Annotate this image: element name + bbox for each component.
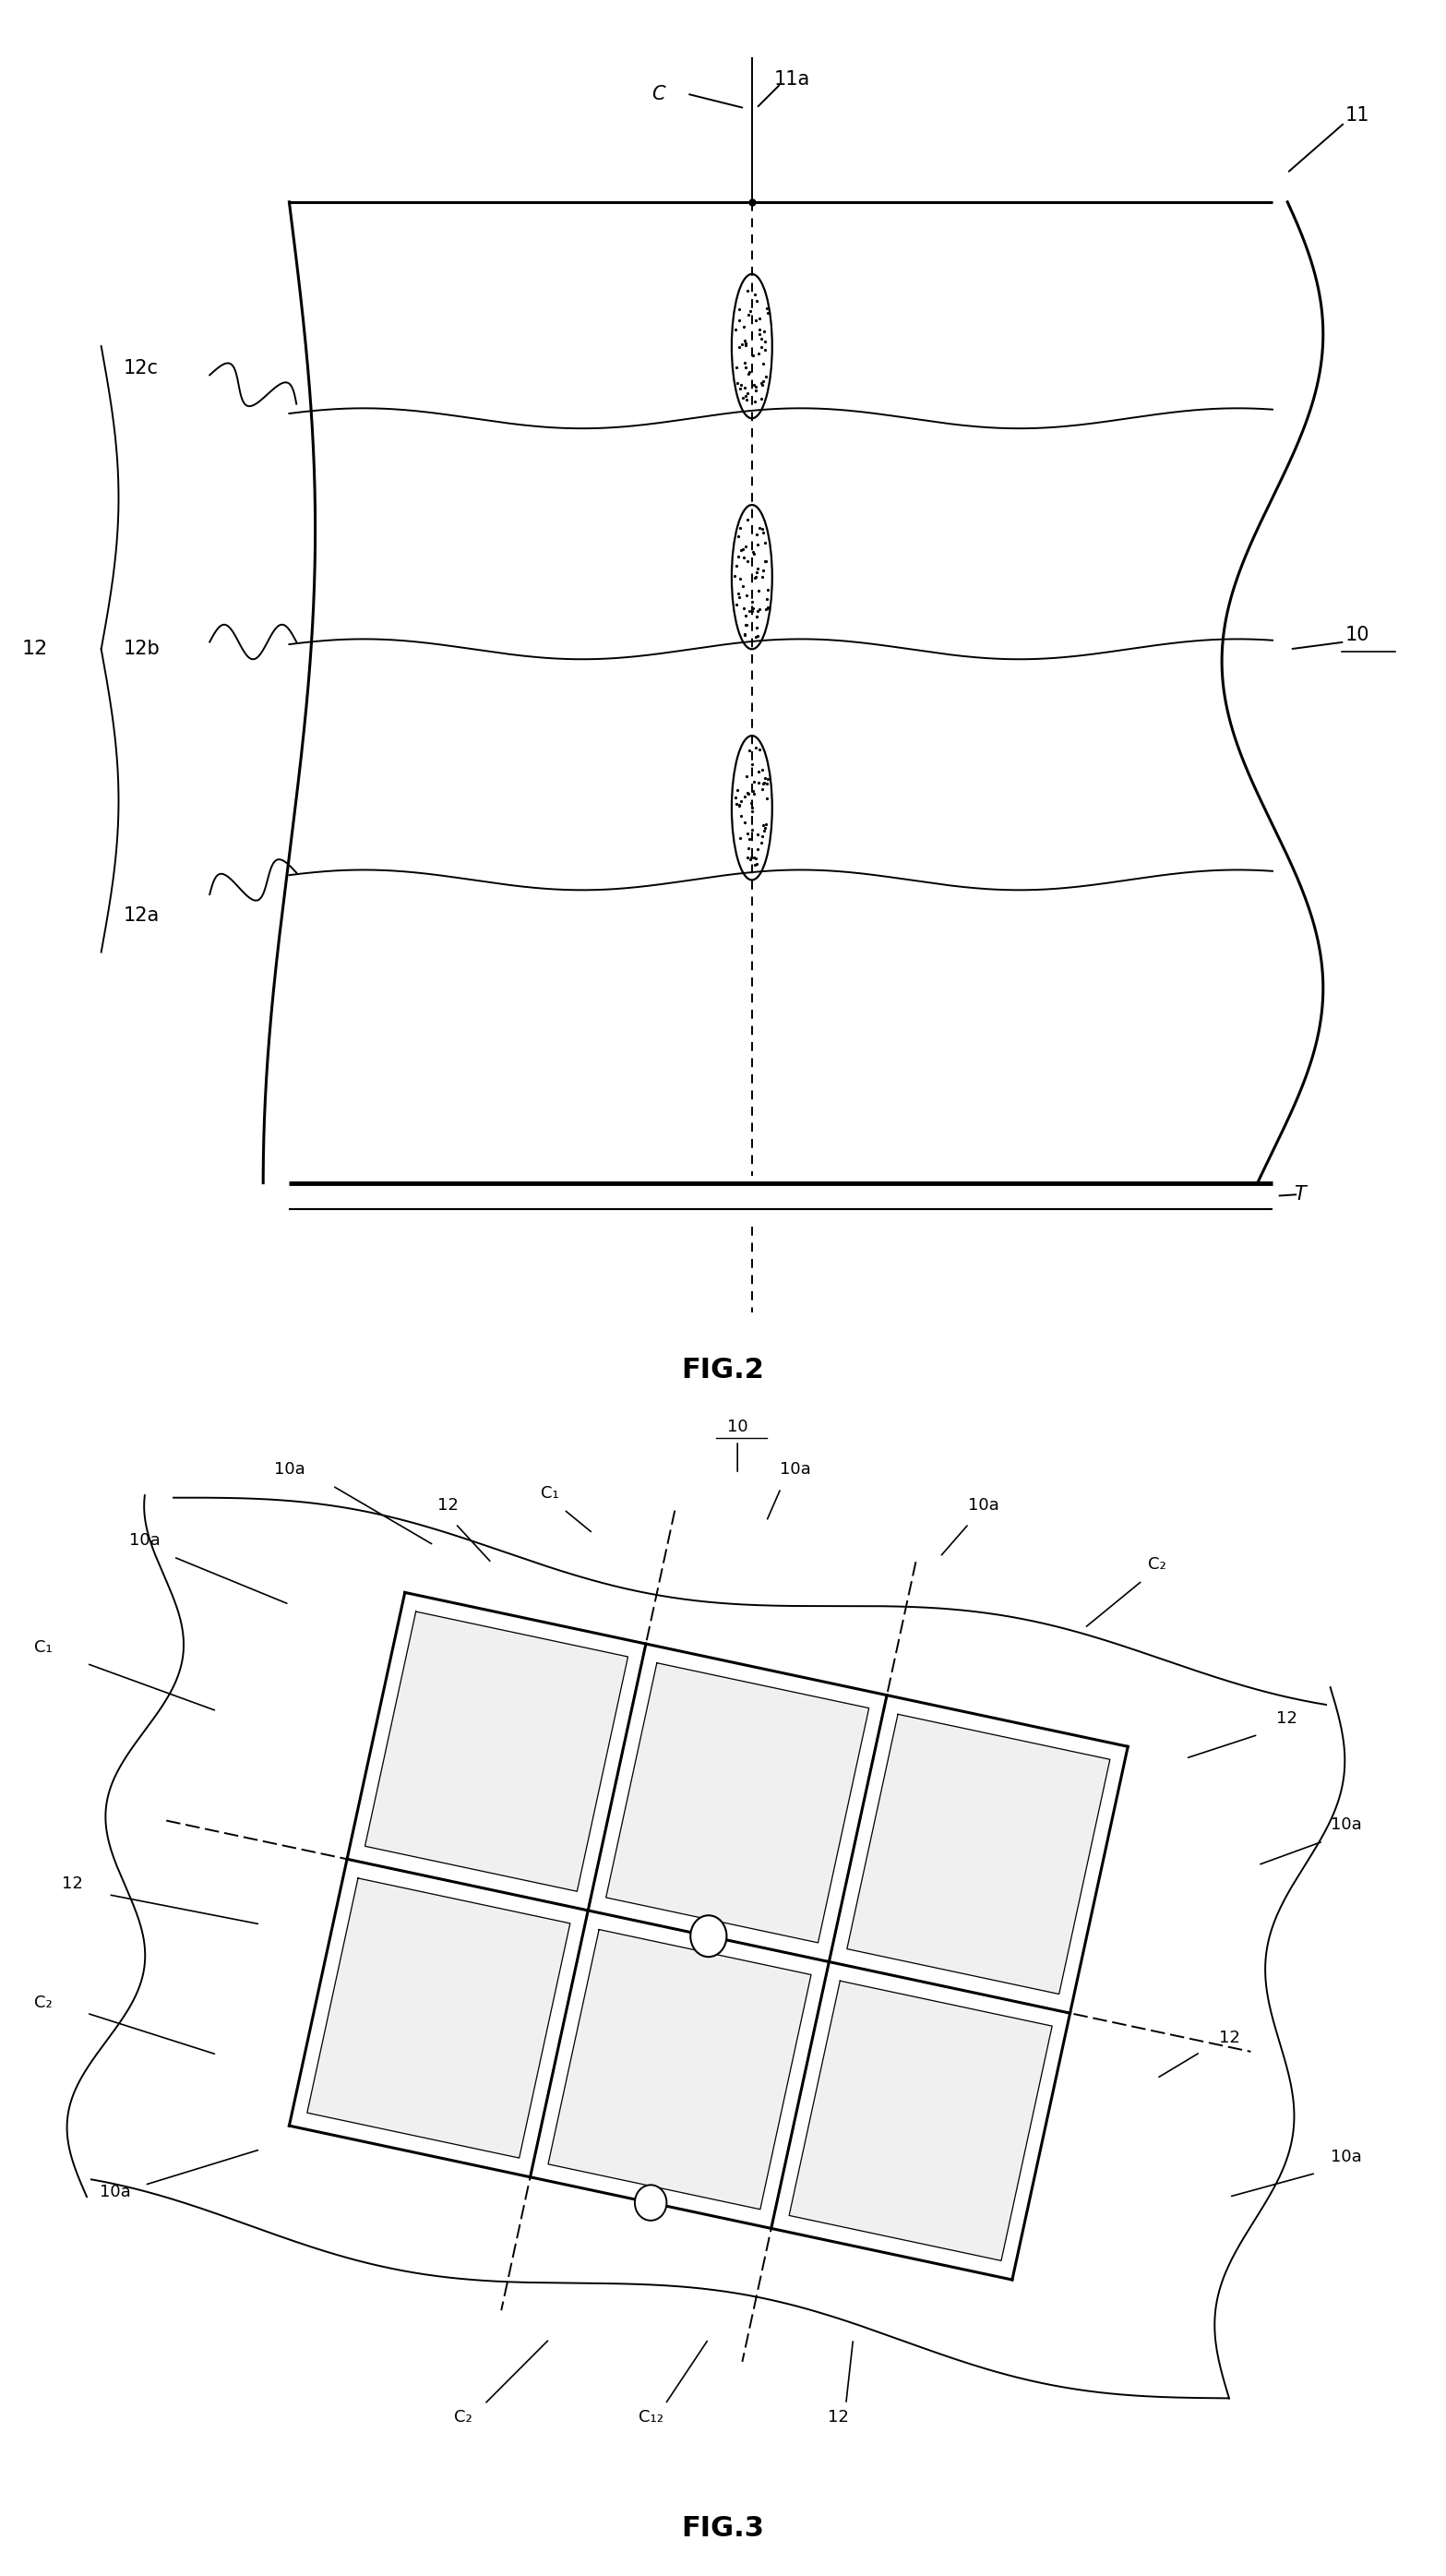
Text: 11a: 11a [774,70,810,88]
Polygon shape [548,1929,811,2210]
Text: 12a: 12a [123,907,159,925]
Text: C₁₂: C₁₂ [638,2409,664,2427]
Ellipse shape [635,2184,667,2221]
Text: FIG.3: FIG.3 [681,2514,765,2543]
Text: 12: 12 [438,1497,458,1512]
Text: 12: 12 [1219,2030,1239,2045]
Text: C₂: C₂ [1148,1556,1165,1571]
Text: C₂: C₂ [454,2409,471,2427]
Text: T: T [1294,1185,1306,1203]
Text: 10: 10 [727,1419,748,1435]
Polygon shape [847,1713,1111,1994]
Text: 10a: 10a [1330,2148,1362,2164]
Text: C₁: C₁ [35,1638,52,1656]
Polygon shape [790,1981,1053,2262]
Text: 11: 11 [1345,106,1369,124]
Text: 12: 12 [22,639,48,659]
Text: 10: 10 [1345,626,1369,644]
Text: 12: 12 [1277,1710,1297,1726]
Text: 10a: 10a [129,1533,161,1548]
Text: FIG.2: FIG.2 [681,1358,765,1383]
Polygon shape [307,1878,570,2159]
Text: 12: 12 [829,2409,849,2427]
Text: 10a: 10a [1330,1816,1362,1834]
Text: 10a: 10a [779,1461,811,1479]
Text: 10a: 10a [273,1461,305,1479]
Text: C₁: C₁ [541,1484,558,1502]
Text: 10a: 10a [967,1497,999,1512]
Text: C: C [652,85,665,103]
Text: 12b: 12b [123,639,159,659]
Polygon shape [606,1664,869,1942]
Polygon shape [364,1613,628,1891]
Text: 12c: 12c [123,358,158,376]
Text: 10a: 10a [100,2184,132,2200]
Ellipse shape [691,1917,727,1958]
Text: 12: 12 [62,1875,82,1893]
Text: C₂: C₂ [35,1994,52,2012]
